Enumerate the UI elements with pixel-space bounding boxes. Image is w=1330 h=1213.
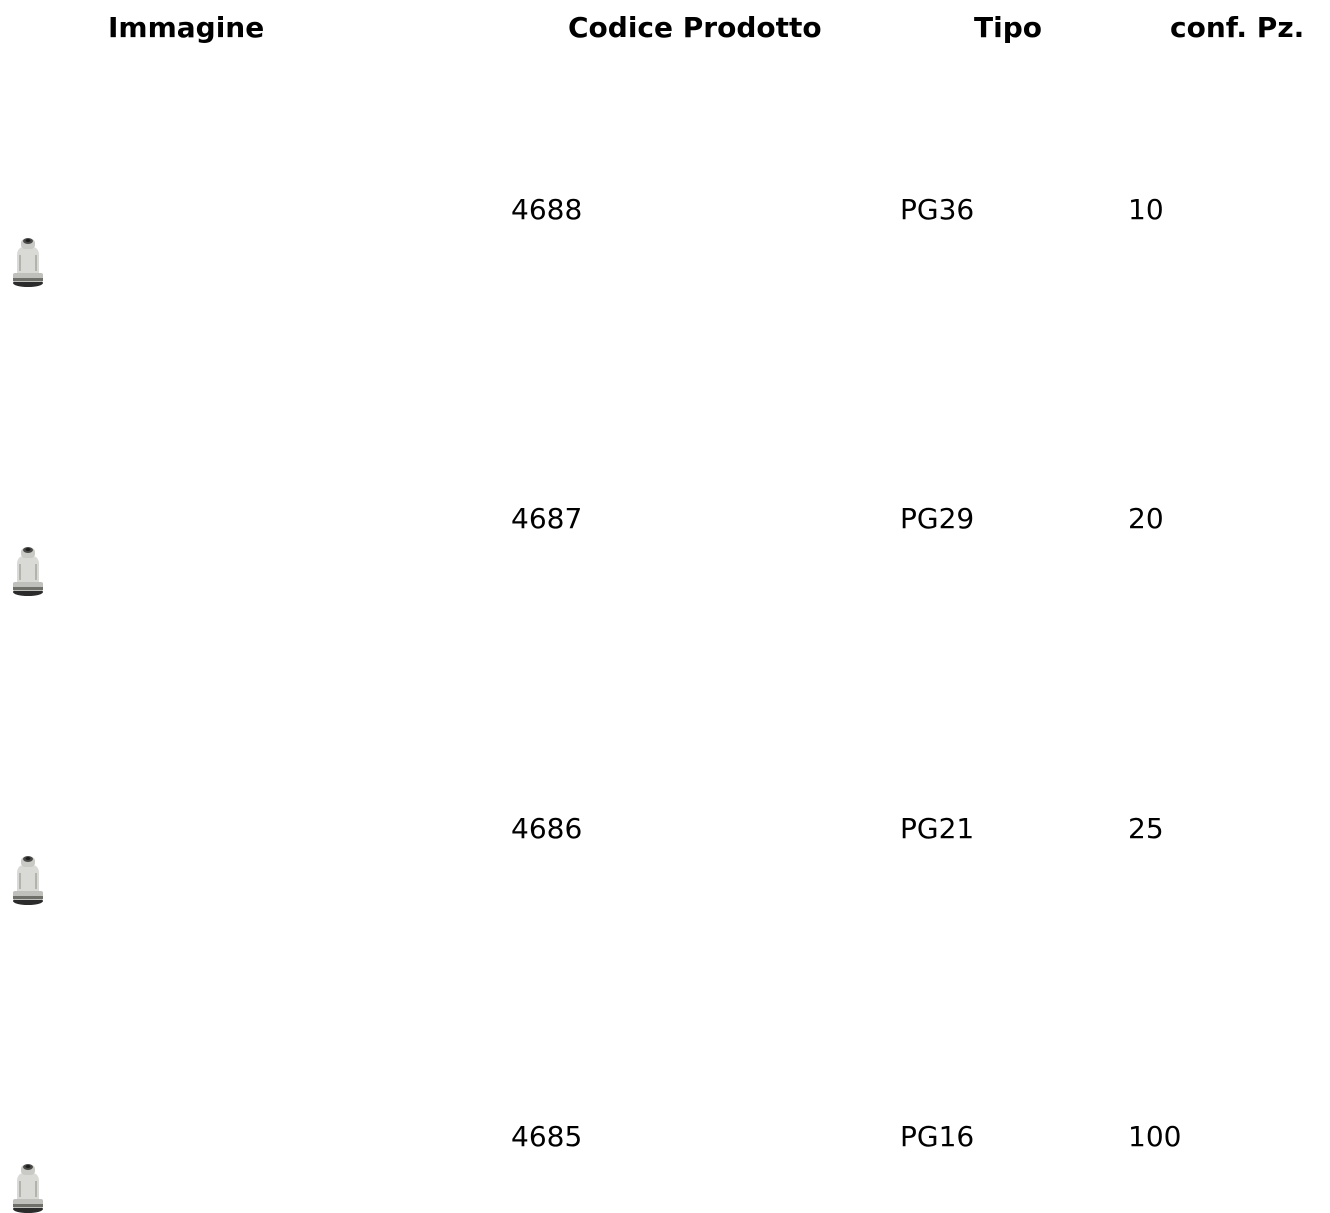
product-type: PG29: [900, 502, 975, 535]
product-type: PG16: [900, 1120, 975, 1153]
column-header-type: Tipo: [974, 11, 1042, 44]
product-code: 4688: [511, 193, 583, 226]
pack-quantity: 100: [1128, 1120, 1182, 1153]
column-header-code: Codice Prodotto: [568, 11, 822, 44]
cable-gland-icon[interactable]: [11, 1161, 45, 1213]
product-type: PG36: [900, 193, 975, 226]
product-code: 4685: [511, 1120, 583, 1153]
column-header-image: Immagine: [108, 11, 265, 44]
cable-gland-icon[interactable]: [11, 544, 45, 596]
product-code: 4687: [511, 502, 583, 535]
cable-gland-icon[interactable]: [11, 853, 45, 905]
pack-quantity: 10: [1128, 193, 1164, 226]
product-code: 4686: [511, 812, 583, 845]
pack-quantity: 20: [1128, 502, 1164, 535]
cable-gland-icon[interactable]: [11, 235, 45, 287]
product-type: PG21: [900, 812, 975, 845]
pack-quantity: 25: [1128, 812, 1164, 845]
column-header-conf: conf. Pz.: [1170, 11, 1305, 44]
